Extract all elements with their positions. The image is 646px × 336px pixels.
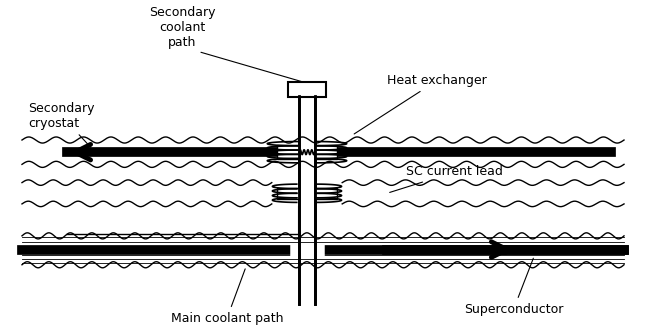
Text: Main coolant path: Main coolant path (171, 269, 283, 325)
Bar (315, 188, 337, 199)
Bar (287, 82, 326, 97)
Text: Superconductor: Superconductor (464, 258, 563, 316)
Bar (277, 188, 299, 199)
Bar (277, 145, 299, 160)
Text: Secondary
coolant
path: Secondary coolant path (149, 6, 301, 81)
Text: Heat exchanger: Heat exchanger (354, 74, 487, 134)
Text: Secondary
cryostat: Secondary cryostat (28, 102, 95, 147)
Bar (315, 145, 337, 160)
Text: SC current lead: SC current lead (390, 165, 503, 193)
